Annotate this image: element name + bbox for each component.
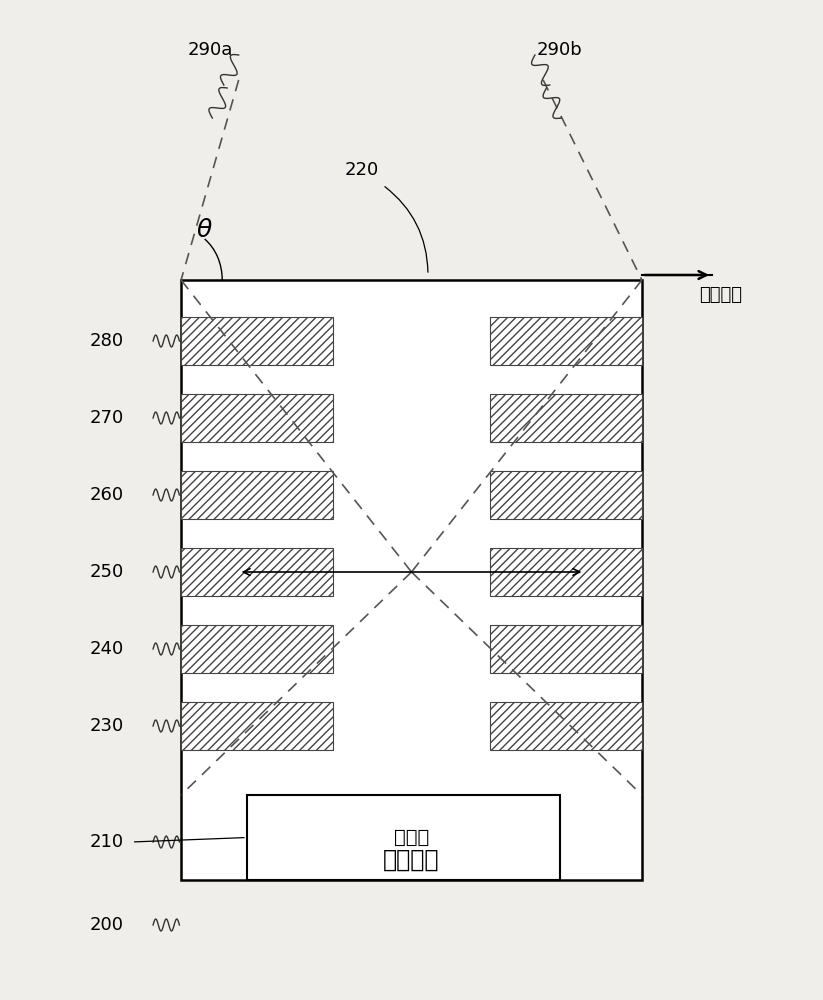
Text: 280: 280 <box>90 332 123 350</box>
Bar <box>490 625 642 673</box>
Text: 290b: 290b <box>537 41 583 59</box>
Text: 受光部: 受光部 <box>394 828 429 847</box>
Bar <box>490 548 642 596</box>
Text: 290a: 290a <box>187 41 233 59</box>
Text: 230: 230 <box>89 717 123 735</box>
Text: 200: 200 <box>90 916 123 934</box>
Text: θ: θ <box>197 218 212 242</box>
Text: 芯片表面: 芯片表面 <box>700 286 742 304</box>
Bar <box>247 795 560 880</box>
Bar <box>490 471 642 519</box>
Bar <box>181 702 333 750</box>
Bar <box>181 280 642 880</box>
Text: 260: 260 <box>90 486 123 504</box>
Text: 220: 220 <box>345 161 379 179</box>
Bar <box>490 394 642 442</box>
Text: 210: 210 <box>90 833 123 851</box>
Bar <box>490 317 642 365</box>
Text: 240: 240 <box>89 640 123 658</box>
Bar <box>181 625 333 673</box>
Text: 250: 250 <box>89 563 123 581</box>
Bar <box>181 548 333 596</box>
Bar <box>181 471 333 519</box>
Bar <box>181 317 333 365</box>
Text: 单元像素: 单元像素 <box>384 848 439 872</box>
Bar <box>181 394 333 442</box>
Text: 270: 270 <box>89 409 123 427</box>
Bar <box>490 702 642 750</box>
